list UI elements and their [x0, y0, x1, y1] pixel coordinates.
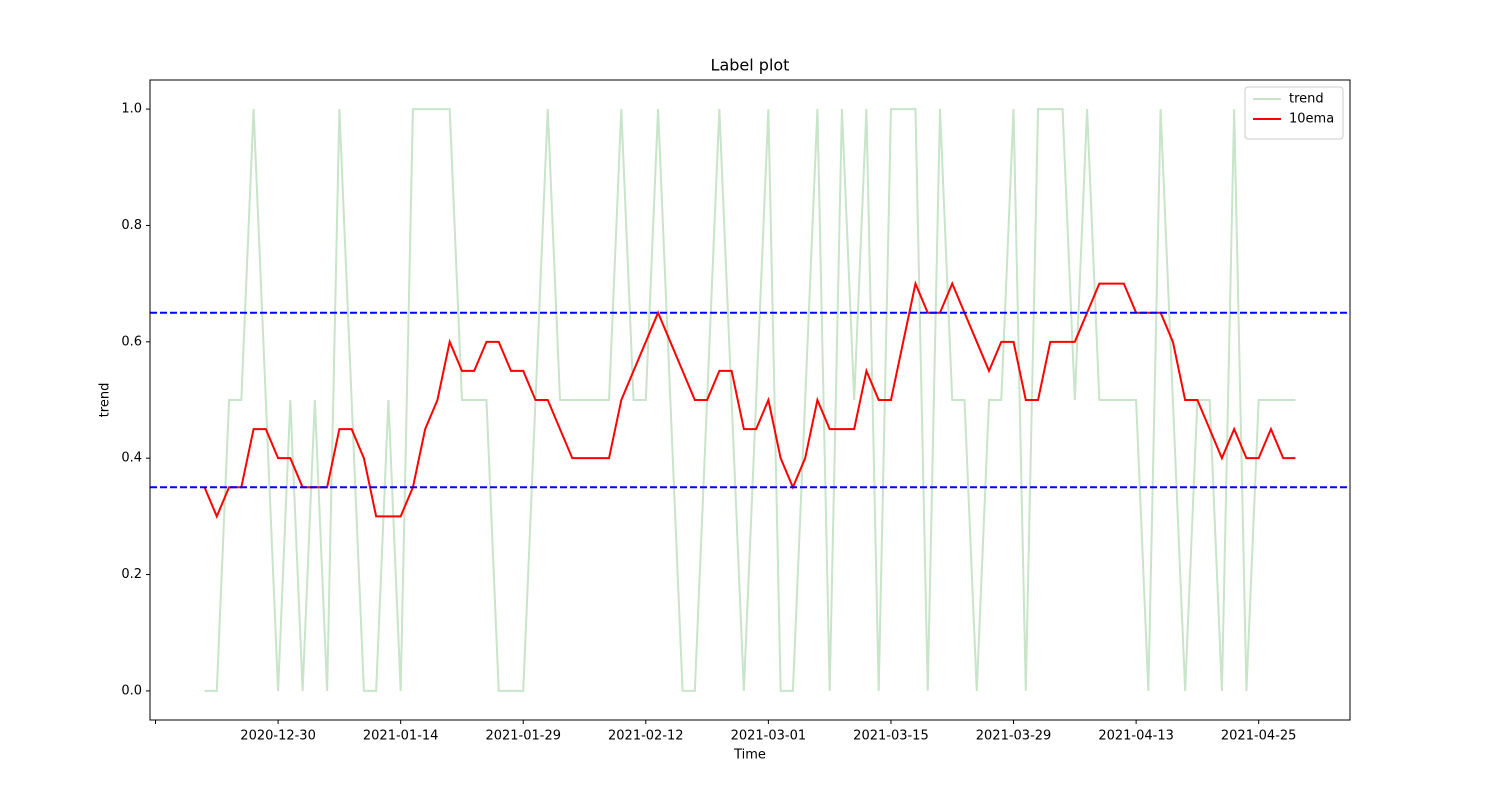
plot-frame: [149, 79, 1351, 721]
x-tick-label: 2021-03-29: [976, 729, 1052, 744]
x-tick-label: 2021-04-13: [1098, 729, 1174, 744]
series-line: [204, 108, 1296, 692]
y-tick-label: 0.2: [121, 567, 142, 582]
x-tick-label: 2021-03-15: [853, 729, 929, 744]
y-tick-label: 0.0: [121, 683, 142, 698]
x-axis-label: Time: [733, 748, 766, 763]
y-axis-label: trend: [98, 383, 113, 418]
y-tick-label: 0.6: [121, 334, 142, 349]
x-tick-label: 2020-12-30: [240, 729, 316, 744]
y-tick-label: 0.4: [121, 451, 142, 466]
legend-label: 10ema: [1289, 112, 1334, 127]
chart-title: Label plot: [711, 56, 790, 75]
x-tick-label: 2021-02-12: [608, 729, 684, 744]
y-tick-label: 1.0: [121, 102, 142, 117]
legend-label: trend: [1289, 92, 1324, 107]
x-tick-label: 2021-04-25: [1221, 729, 1297, 744]
x-tick-label: 2021-03-01: [731, 729, 807, 744]
x-tick-label: 2021-01-14: [363, 729, 439, 744]
y-tick-label: 0.8: [121, 218, 142, 233]
series-line: [203, 280, 1296, 519]
x-tick-label: 2021-01-29: [485, 729, 561, 744]
